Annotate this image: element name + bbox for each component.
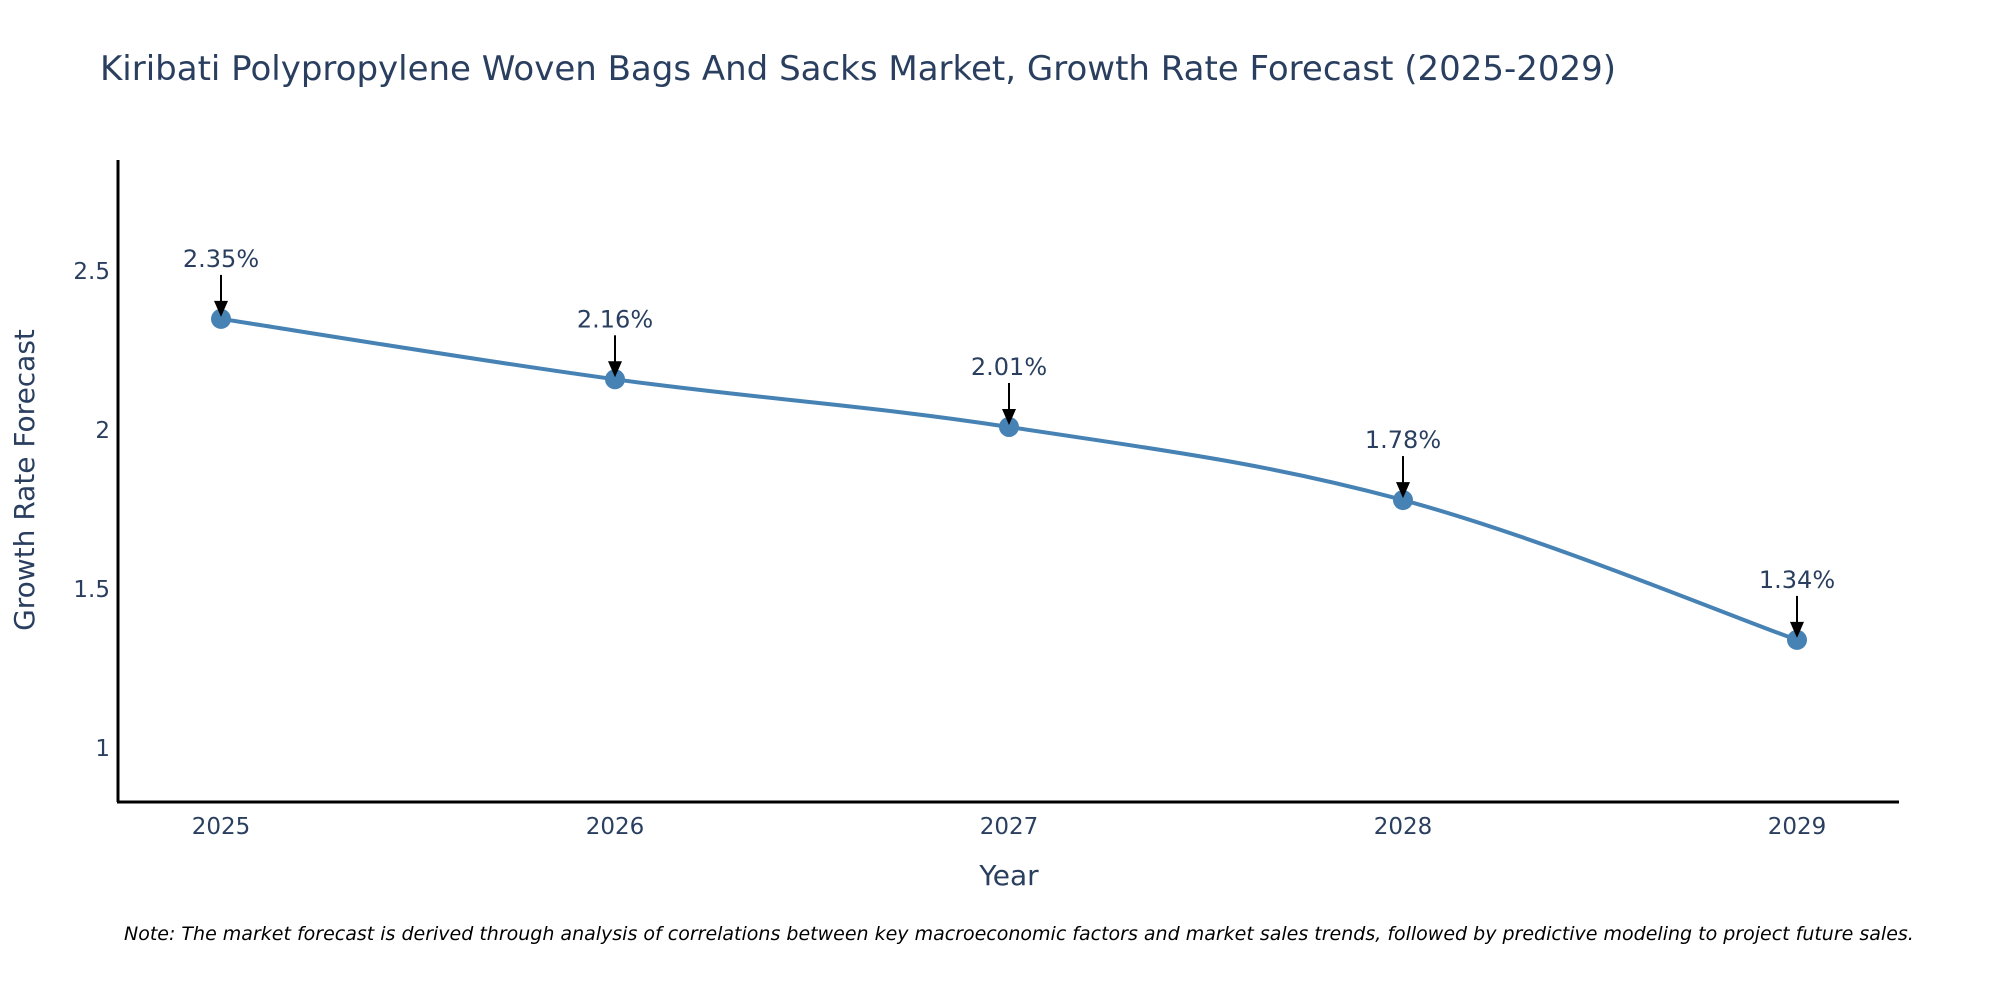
annotation-arrow-head-icon	[1396, 482, 1410, 499]
data-label-layer: 2.35% 2.16% 2.01% 1.78% 1.34%	[183, 245, 1835, 638]
x-axis-ticks: 2025 2026 2027 2028 2029	[192, 814, 1827, 840]
axes	[116, 160, 1899, 804]
y-tick-label: 2.5	[73, 259, 110, 285]
data-label-2029: 1.34%	[1759, 566, 1835, 594]
x-tick-label: 2025	[192, 814, 251, 840]
x-tick-label: 2029	[1768, 814, 1827, 840]
data-point-2028	[1393, 490, 1413, 511]
data-point-2025	[211, 308, 231, 329]
x-axis-title: Year	[978, 859, 1039, 892]
x-tick-label: 2026	[586, 814, 645, 840]
data-point-2027	[999, 416, 1019, 437]
x-tick-label: 2028	[1374, 814, 1433, 840]
footnote: Note: The market forecast is derived thr…	[124, 923, 1914, 945]
data-point-2026	[605, 369, 625, 390]
chart-title: Kiribati Polypropylene Woven Bags And Sa…	[100, 49, 1616, 89]
y-tick-label: 1	[95, 736, 110, 762]
data-point-2029	[1787, 629, 1807, 650]
y-axis-ticks: 1 1.5 2 2.5	[73, 259, 110, 762]
data-label-2026: 2.16%	[577, 305, 653, 333]
y-axis-title: Growth Rate Forecast	[8, 329, 41, 631]
annotation-arrow-head-icon	[1002, 408, 1016, 425]
data-label-2028: 1.78%	[1365, 426, 1441, 454]
annotation-arrow-head-icon	[1790, 621, 1804, 638]
x-tick-label: 2027	[980, 814, 1039, 840]
y-tick-label: 1.5	[73, 577, 110, 603]
data-label-2025: 2.35%	[183, 245, 259, 273]
data-label-2027: 2.01%	[971, 353, 1047, 381]
annotation-arrow-head-icon	[608, 361, 622, 378]
y-tick-label: 2	[95, 418, 110, 444]
annotation-arrow-head-icon	[214, 300, 228, 317]
series-layer	[211, 308, 1807, 650]
